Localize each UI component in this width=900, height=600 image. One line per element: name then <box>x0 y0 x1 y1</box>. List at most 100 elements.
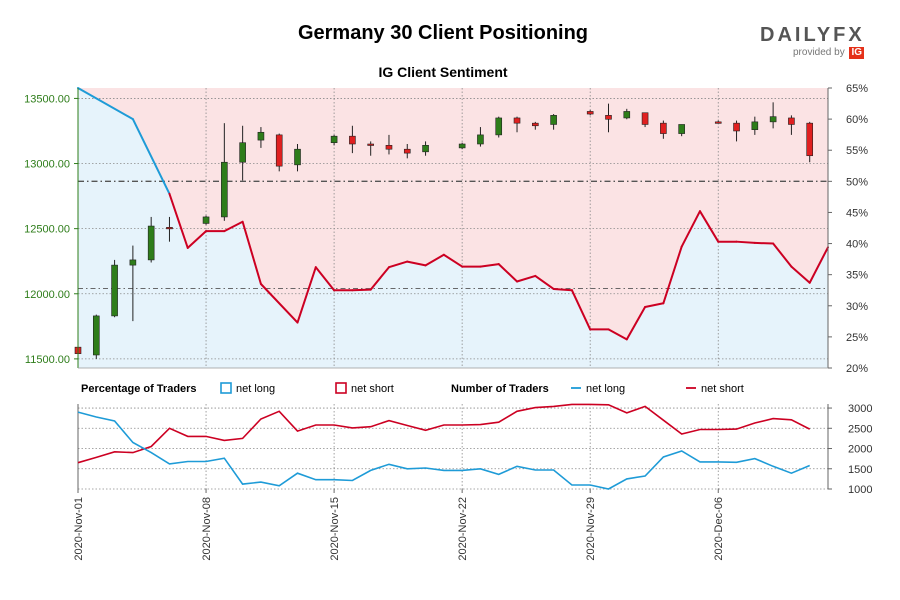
dailyfx-logo: DAILYFX provided by IG <box>760 24 870 64</box>
sentiment-line-segment <box>735 240 756 244</box>
candle-body <box>751 121 759 130</box>
ig-badge: IG <box>849 47 865 59</box>
sentiment-line-segment <box>644 302 665 309</box>
legend-num-title: Number of Traders <box>451 383 549 395</box>
candle-body <box>202 216 210 224</box>
legend-net-short-label: net short <box>351 383 394 395</box>
candle-body <box>349 135 356 145</box>
sentiment-line-segment <box>296 266 317 324</box>
pct-tick-label: 30% <box>846 301 868 313</box>
sentiment-line-segment <box>662 245 683 305</box>
pct-tick-label: 50% <box>846 176 868 188</box>
candle-body <box>257 131 265 141</box>
traders-tick-label: 2000 <box>848 444 872 456</box>
date-tick-label: 2020-Dec-06 <box>713 497 725 561</box>
sentiment-line-segment <box>168 192 189 249</box>
candle-body <box>586 111 594 115</box>
candle-body <box>147 225 155 261</box>
sentiment-line-segment <box>424 253 445 267</box>
sentiment-line-segment <box>698 210 720 243</box>
dailyfx-wordmark: DAILYFX <box>760 24 865 46</box>
price-tick-label: 12000.00 <box>24 289 70 301</box>
legend-net-long-label: net long <box>236 383 275 395</box>
candle-body <box>733 122 740 132</box>
candle-body <box>788 117 795 125</box>
candle-body <box>477 134 484 145</box>
net-long-area <box>78 88 828 368</box>
date-tick-label: 2020-Nov-15 <box>329 497 341 561</box>
sentiment-line-segment <box>680 210 701 248</box>
sentiment-line-segment <box>607 328 628 341</box>
sentiment-line-segment <box>186 230 208 249</box>
traders-tick-label: 1000 <box>848 484 872 496</box>
candle-body <box>678 124 685 134</box>
candle-body <box>495 117 503 136</box>
candle-body <box>367 143 374 146</box>
sentiment-line-segment <box>387 260 409 269</box>
sentiment-line-segment <box>241 220 262 285</box>
candle-body <box>550 115 557 125</box>
candle-body <box>806 122 814 157</box>
traders-net-short-line <box>77 403 811 464</box>
legend-net-short-box <box>335 382 347 394</box>
sentiment-line-segment <box>442 253 464 268</box>
traders-tick-label: 2500 <box>848 423 872 435</box>
sentiment-line-segment <box>570 289 592 331</box>
legend-pct-title: Percentage of Traders <box>81 383 197 395</box>
candle-body <box>129 259 137 266</box>
date-tick-label: 2020-Nov-08 <box>201 497 213 561</box>
traders-net-long-line <box>77 411 811 490</box>
sentiment-line-segment <box>516 274 537 283</box>
pct-tick-label: 40% <box>846 239 868 251</box>
candle-body <box>532 122 539 127</box>
sentiment-line-segment <box>369 266 390 291</box>
sentiment-line-segment <box>625 306 647 341</box>
traders-tick-label: 1500 <box>848 464 872 476</box>
candle-body <box>166 227 173 230</box>
candle-body <box>239 142 246 163</box>
legend-net-long-box <box>220 382 232 394</box>
candle-body <box>641 112 649 125</box>
sentiment-line-segment <box>534 274 555 290</box>
sentiment-line-segment <box>351 288 372 292</box>
candle-body <box>769 116 777 123</box>
price-tick-label: 11500.00 <box>25 354 70 366</box>
sentiment-line-segment <box>790 265 811 284</box>
price-tick-label: 13000.00 <box>24 159 70 171</box>
sentiment-line-segment <box>259 283 299 324</box>
net-short-area <box>78 88 828 340</box>
candle-body <box>660 122 667 134</box>
date-tick-label: 2020-Nov-29 <box>585 497 597 561</box>
chart-subtitle: IG Client Sentiment <box>378 64 508 80</box>
traders-tick-label: 3000 <box>848 403 872 415</box>
pct-tick-label: 20% <box>846 363 868 375</box>
pct-tick-label: 45% <box>846 207 868 219</box>
sentiment-line-segment <box>552 287 573 292</box>
candle-body <box>605 115 612 120</box>
candle-body <box>513 117 521 124</box>
candle-body <box>294 148 301 166</box>
sentiment-line-segment <box>223 220 244 233</box>
candle-body <box>111 264 118 317</box>
provided-by-text: provided by <box>793 47 845 58</box>
candle-body <box>458 143 466 149</box>
candle-body <box>92 315 100 356</box>
pct-tick-label: 60% <box>846 114 868 126</box>
pct-tick-label: 35% <box>846 270 868 282</box>
sentiment-line-segment <box>314 266 336 292</box>
sentiment-line-segment <box>406 260 427 267</box>
sentiment-line-segment <box>808 246 829 284</box>
sentiment-line-segment <box>753 241 775 245</box>
pct-tick-label: 25% <box>846 332 868 344</box>
candle-body <box>221 161 228 218</box>
price-tick-label: 13500.00 <box>24 93 70 105</box>
date-tick-label: 2020-Nov-01 <box>73 497 85 561</box>
candle-body <box>623 111 631 119</box>
legend-num-short-label: net short <box>701 383 744 395</box>
sentiment-line-segment <box>772 242 793 268</box>
candle-body <box>385 145 393 150</box>
sentiment-line-segment <box>131 118 171 195</box>
legend-num-long-label: net long <box>586 383 625 395</box>
